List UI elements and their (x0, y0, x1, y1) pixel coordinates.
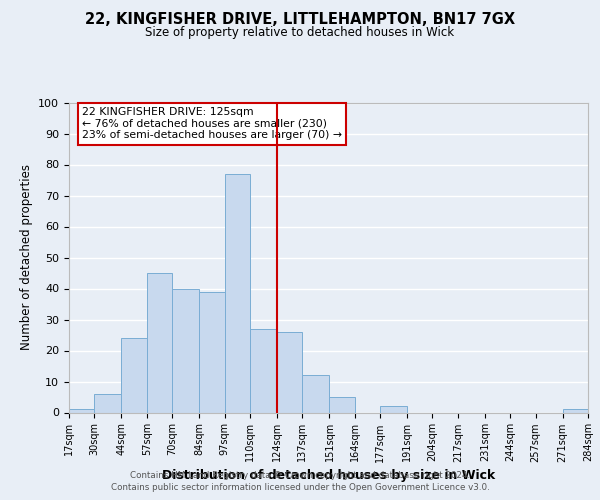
Text: Contains HM Land Registry data © Crown copyright and database right 2024.: Contains HM Land Registry data © Crown c… (130, 472, 470, 480)
Bar (172, 288, 199, 412)
Bar (329, 397, 355, 412)
Bar (250, 329, 277, 412)
Bar (563, 410, 588, 412)
Text: 22 KINGFISHER DRIVE: 125sqm
← 76% of detached houses are smaller (230)
23% of se: 22 KINGFISHER DRIVE: 125sqm ← 76% of det… (82, 107, 342, 140)
Bar (277, 332, 302, 412)
X-axis label: Distribution of detached houses by size in Wick: Distribution of detached houses by size … (162, 468, 495, 481)
Bar (302, 376, 329, 412)
Bar (94, 394, 121, 412)
Bar (199, 292, 224, 412)
Bar (147, 273, 172, 412)
Bar (121, 338, 147, 412)
Text: 22, KINGFISHER DRIVE, LITTLEHAMPTON, BN17 7GX: 22, KINGFISHER DRIVE, LITTLEHAMPTON, BN1… (85, 12, 515, 28)
Bar (69, 410, 94, 412)
Y-axis label: Number of detached properties: Number of detached properties (20, 164, 33, 350)
Text: Contains public sector information licensed under the Open Government Licence v3: Contains public sector information licen… (110, 484, 490, 492)
Text: Size of property relative to detached houses in Wick: Size of property relative to detached ho… (145, 26, 455, 39)
Bar (380, 406, 407, 412)
Bar (224, 174, 250, 412)
